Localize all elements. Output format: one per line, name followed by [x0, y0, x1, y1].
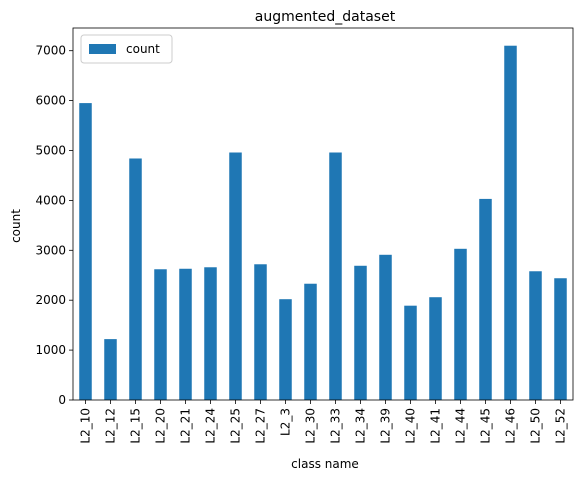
legend-label: count: [126, 42, 160, 56]
x-tick-label-L2_33: L2_33: [329, 408, 343, 444]
y-tick-label-6000: 6000: [35, 94, 66, 108]
y-tick-label-7000: 7000: [35, 44, 66, 58]
bar-L2_24: [204, 267, 217, 400]
plot-area: 0 1000 2000 3000 4000 5000 6000 7000 L2_10 L2_12 L…: [35, 27, 574, 444]
x-tick-label-L2_21: L2_21: [179, 408, 193, 444]
bar-L2_45: [479, 198, 492, 400]
x-tick-label-L2_24: L2_24: [204, 408, 218, 444]
y-tick-label-3000: 3000: [35, 243, 66, 257]
y-tick-label-4000: 4000: [35, 193, 66, 207]
x-tick-label-L2_3: L2_3: [279, 408, 293, 436]
x-tick-label-L2_30: L2_30: [304, 408, 318, 444]
bar-L2_34: [354, 265, 367, 400]
axes-frame: [72, 27, 574, 401]
x-tick-label-L2_46: L2_46: [504, 408, 518, 444]
bar-L2_52: [554, 278, 567, 400]
x-axis-label: class name: [291, 457, 359, 471]
bar-L2_27: [254, 264, 267, 400]
chart-title: augmented_dataset: [255, 9, 396, 25]
bar-L2_46: [504, 45, 517, 401]
bar-L2_39: [379, 254, 392, 400]
x-tick-label-L2_50: L2_50: [529, 408, 543, 444]
x-tick-label-L2_41: L2_41: [429, 408, 443, 444]
x-tick-label-L2_27: L2_27: [254, 408, 268, 444]
bar-L2_40: [404, 305, 417, 400]
bar-L2_33: [329, 152, 342, 400]
x-tick-label-L2_34: L2_34: [354, 408, 368, 444]
legend-swatch: [89, 44, 116, 54]
legend: count: [80, 34, 173, 64]
x-tick-label-L2_20: L2_20: [154, 408, 168, 444]
legend-frame: [80, 34, 173, 64]
y-tick-label-2000: 2000: [35, 293, 66, 307]
y-tick-label-5000: 5000: [35, 144, 66, 158]
bar-L2_30: [304, 283, 317, 400]
bar-L2_25: [229, 152, 242, 400]
x-tick-label-L2_10: L2_10: [79, 408, 93, 444]
bar-L2_41: [429, 297, 442, 400]
bar-L2_10: [79, 103, 92, 400]
x-tick-label-L2_15: L2_15: [129, 408, 143, 444]
y-tick-label-1000: 1000: [35, 343, 66, 357]
bar-L2_50: [529, 271, 542, 400]
bar-L2_12: [104, 339, 117, 400]
x-tick-label-L2_40: L2_40: [404, 408, 418, 444]
x-tick-label-L2_39: L2_39: [379, 408, 393, 444]
x-tick-label-L2_44: L2_44: [454, 408, 468, 444]
bar-L2_44: [454, 248, 467, 400]
bar-L2_20: [154, 269, 167, 400]
bar-L2_3: [279, 299, 292, 400]
y-axis-label: count: [9, 209, 23, 243]
x-tick-label-L2_25: L2_25: [229, 408, 243, 444]
x-tick-label-L2_52: L2_52: [554, 408, 568, 444]
bar-L2_21: [179, 268, 192, 400]
bar-L2_15: [129, 158, 142, 400]
x-tick-label-L2_45: L2_45: [479, 408, 493, 444]
x-tick-label-L2_12: L2_12: [104, 408, 118, 444]
y-tick-label-0: 0: [58, 393, 66, 407]
